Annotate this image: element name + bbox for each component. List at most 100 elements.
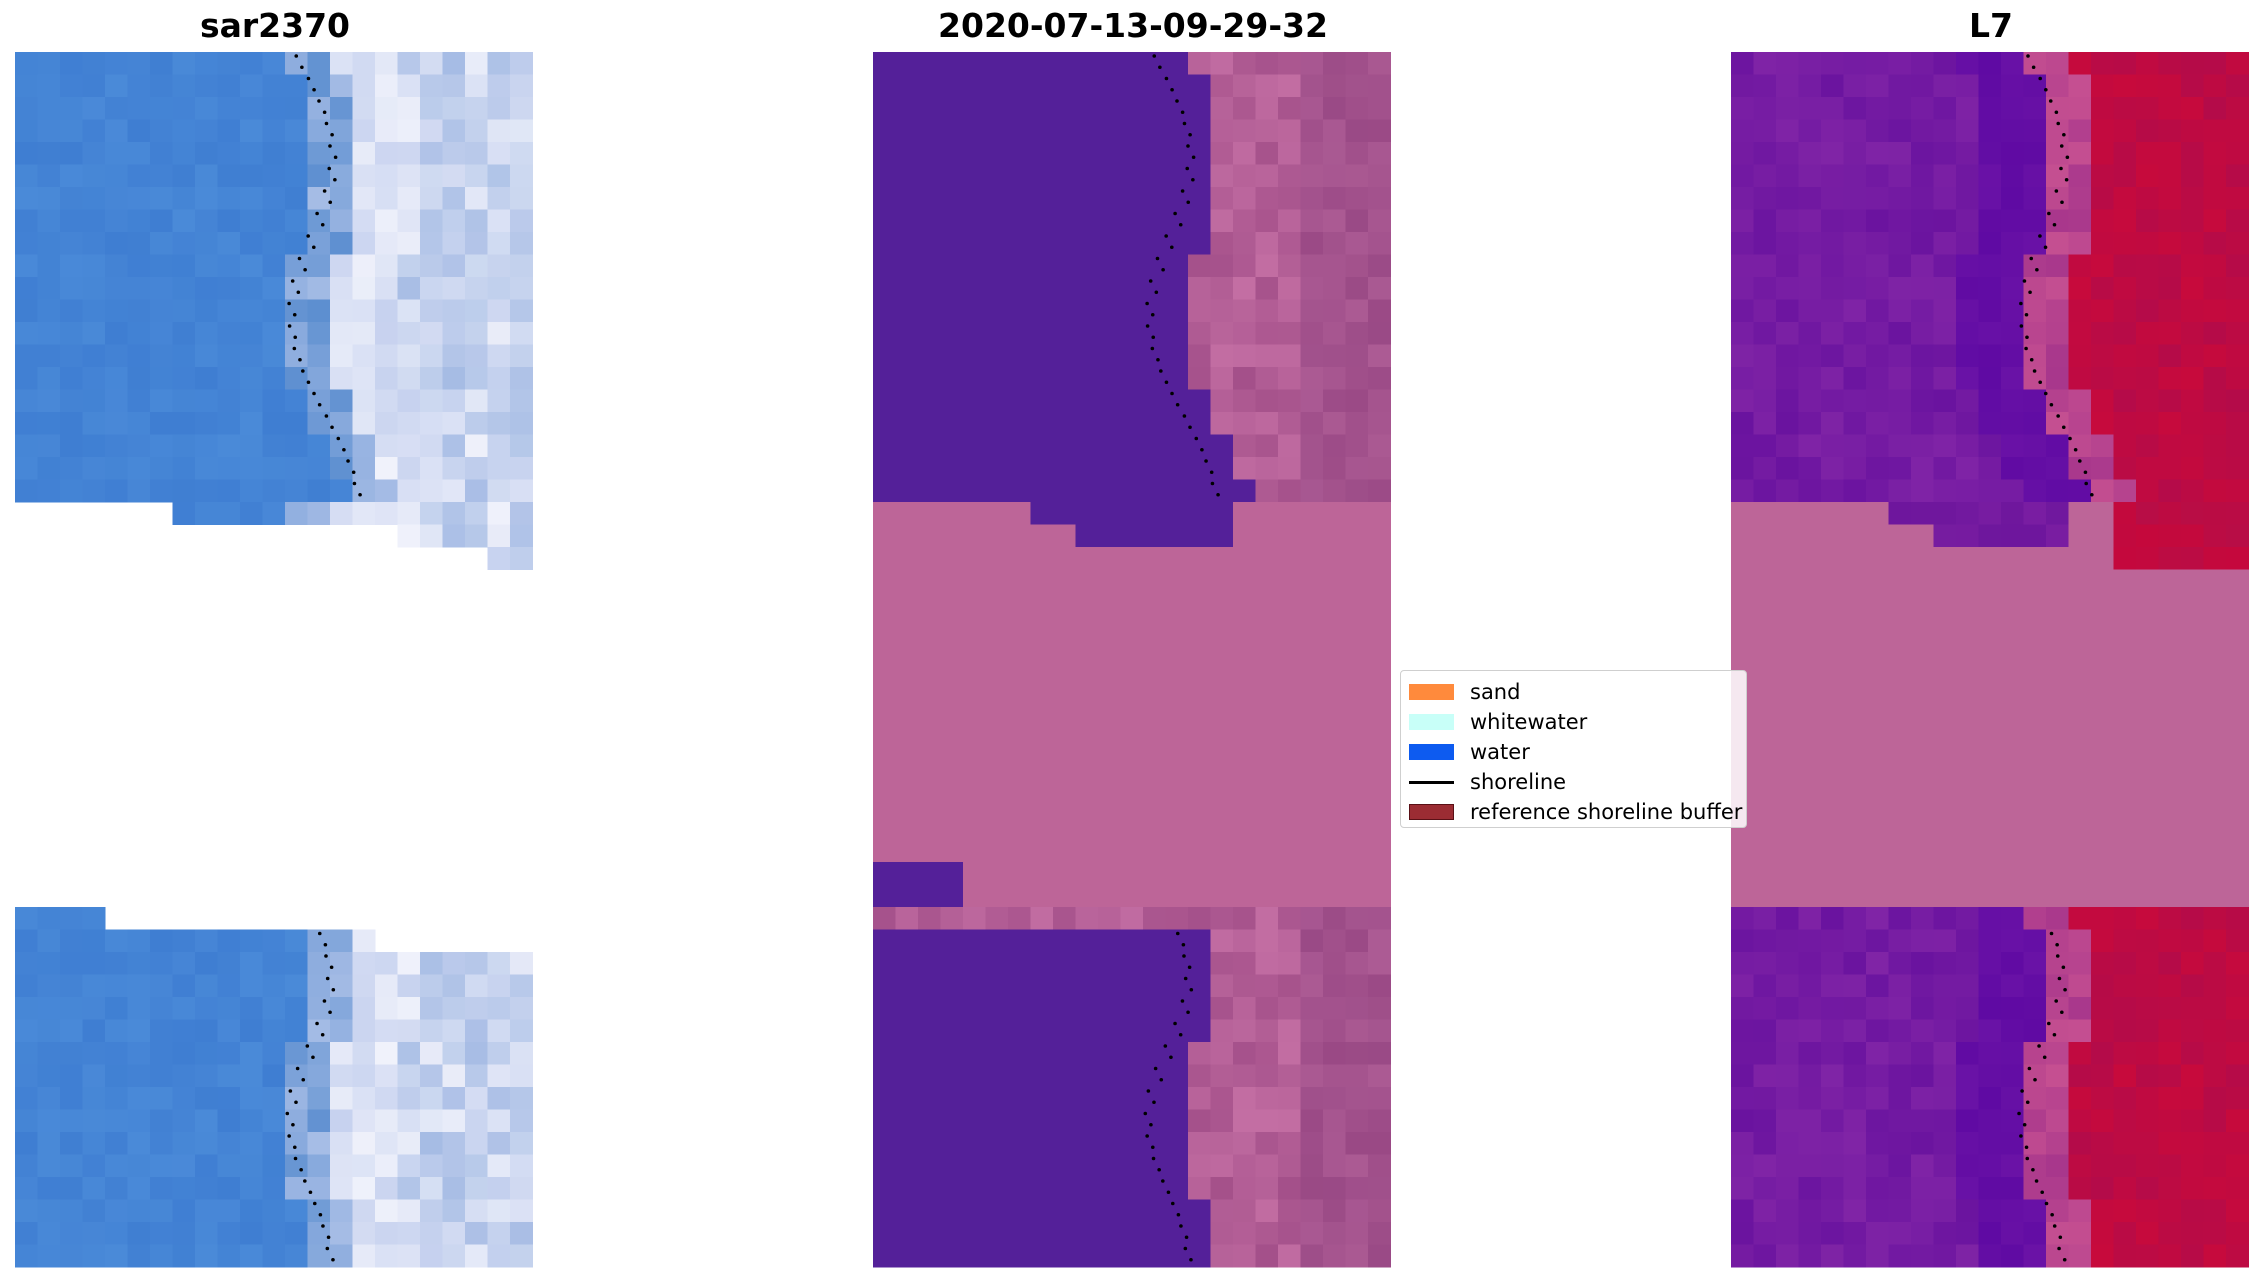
class-pixel [1120,1244,1144,1268]
index-pixel [2113,1244,2137,1268]
index-pixel [1866,817,1889,840]
index-pixel [2001,907,2024,930]
index-pixel [2046,1154,2069,1178]
index-pixel [1911,862,1934,885]
index-pixel [2113,614,2137,638]
rgb-pixel [82,74,106,98]
rgb-pixel [172,1087,196,1110]
shoreline-point [1143,1111,1148,1116]
class-pixel [1165,389,1189,413]
class-pixel [1233,1244,1256,1268]
index-pixel [1776,1199,1799,1223]
index-pixel [1866,1109,1889,1133]
class-pixel [1030,817,1054,840]
index-pixel [1798,682,1822,705]
class-pixel [1323,1132,1346,1155]
rgb-pixel [37,412,61,435]
rgb-pixel [240,479,263,503]
class-pixel [1165,929,1189,953]
index-pixel [1866,1019,1889,1043]
rgb-pixel [82,187,106,210]
rgb-pixel [487,164,511,188]
class-pixel [963,119,986,143]
shoreline-point [342,447,346,452]
class-pixel [873,952,896,975]
class-pixel [1143,839,1166,863]
index-pixel [1978,434,2002,458]
class-pixel [1255,97,1279,120]
rgb-pixel [127,1199,151,1223]
rgb-pixel [195,299,218,323]
shoreline-point [2019,1134,2023,1138]
index-pixel [2001,52,2024,75]
class-pixel [1143,52,1166,75]
class-pixel [873,704,896,728]
index-pixel [2023,839,2047,863]
class-pixel [1233,704,1256,728]
index-pixel [1843,1244,1867,1268]
rgb-pixel [510,367,533,390]
class-pixel [1030,344,1054,368]
class-pixel [1188,907,1211,930]
rgb-pixel [150,119,173,143]
class-pixel [1323,412,1346,435]
class-pixel [1098,1109,1121,1133]
index-pixel [2113,1222,2137,1245]
index-pixel [2023,772,2047,795]
class-pixel [1098,997,1121,1020]
rgb-pixel [15,367,38,390]
index-pixel [2158,254,2182,278]
class-pixel [1075,457,1099,480]
index-pixel [2046,974,2069,998]
rgb-pixel [37,457,61,480]
class-pixel [1075,187,1099,210]
index-pixel [2226,97,2249,120]
class-pixel [1323,232,1346,255]
rgb-pixel [15,952,38,975]
class-pixel [1255,569,1279,593]
rgb-pixel [352,52,376,75]
class-pixel [1030,704,1054,728]
rgb-pixel [420,1109,443,1133]
shoreline-point [1210,481,1215,486]
index-pixel [1776,1042,1799,1065]
index-pixel [2046,884,2069,908]
class-pixel [1323,1087,1346,1110]
index-pixel [2203,367,2227,390]
index-pixel [2023,479,2047,503]
class-pixel [1008,1109,1031,1133]
class-pixel [1075,772,1099,795]
index-pixel [2091,524,2114,548]
index-pixel [2113,164,2137,188]
index-pixel [2136,1244,2159,1268]
index-pixel [1798,772,1822,795]
class-pixel [1120,839,1144,863]
rgb-pixel [510,164,533,188]
index-pixel [1956,457,1979,480]
index-pixel [2046,749,2069,773]
rgb-pixel [510,232,533,255]
index-pixel [2046,682,2069,705]
index-pixel [2136,727,2159,750]
class-pixel [918,907,941,930]
class-pixel [1053,952,1076,975]
index-pixel [1933,1244,1957,1268]
rgb-pixel [330,97,353,120]
index-pixel [2158,727,2182,750]
index-pixel [2046,434,2069,458]
rgb-pixel [465,1222,488,1245]
class-pixel [940,1109,964,1133]
rgb-pixel [375,344,398,368]
index-pixel [2203,209,2227,233]
index-pixel [2136,817,2159,840]
class-pixel [1008,142,1031,165]
index-pixel [1911,772,1934,795]
index-pixel [2001,142,2024,165]
rgb-pixel [442,1064,466,1088]
index-pixel [1866,457,1889,480]
index-pixel [1911,929,1934,953]
index-pixel [1798,659,1822,683]
class-pixel [1120,74,1144,98]
index-pixel [2136,637,2159,660]
index-pixel [1821,232,1844,255]
